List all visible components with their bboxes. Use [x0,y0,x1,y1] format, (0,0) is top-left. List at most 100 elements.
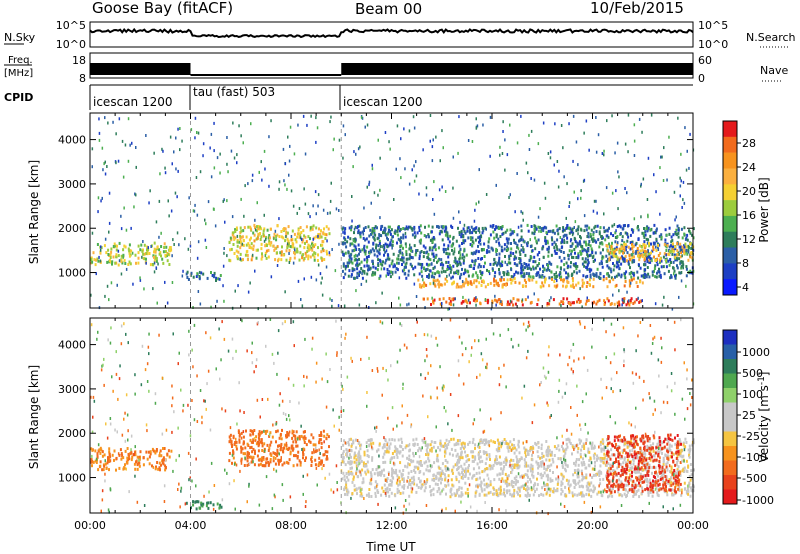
scatter-cell [366,123,369,127]
data-cell [305,254,308,258]
data-cell [626,494,628,497]
data-cell [464,491,467,495]
data-cell [442,263,445,267]
data-cell [342,471,345,475]
data-cell [440,481,442,485]
data-cell [670,261,672,264]
data-cell [362,227,365,231]
data-cell [570,230,573,234]
data-cell [563,228,566,232]
data-cell [103,244,106,248]
data-cell [526,480,529,484]
data-cell [670,274,673,278]
data-cell [515,270,517,274]
data-cell [550,236,553,240]
data-cell [626,239,629,243]
data-cell [498,259,500,263]
data-cell [637,250,640,254]
data-cell [371,456,374,460]
data-cell [274,462,277,466]
data-cell [556,482,559,486]
data-cell [646,473,648,477]
scatter-cell [408,182,411,186]
scatter-cell [452,237,454,241]
data-cell [370,438,373,442]
data-cell [315,226,318,230]
scatter-cell [466,226,469,230]
data-cell [549,477,552,481]
data-cell [504,255,506,258]
data-cell [623,458,626,462]
data-cell [679,473,682,477]
data-cell [631,466,634,470]
data-cell [689,494,692,498]
data-cell [652,248,655,251]
data-cell [545,458,548,462]
data-cell [590,247,593,251]
scatter-cell [654,245,657,249]
data-cell [619,493,622,497]
data-cell [511,443,514,447]
data-cell [326,252,328,256]
data-cell [643,227,645,230]
data-cell [573,493,576,497]
scatter-cell [539,207,541,211]
data-cell [523,262,526,265]
data-cell [239,226,242,230]
scatter-cell [161,147,163,151]
data-cell [438,487,441,491]
data-cell [677,252,680,256]
data-cell [539,267,541,271]
data-cell [555,275,558,278]
data-cell [479,239,481,242]
data-cell [421,463,423,467]
data-cell [492,230,495,234]
scatter-cell [640,215,642,219]
data-cell [484,438,486,442]
data-cell [406,227,409,231]
scatter-cell [579,287,581,291]
scatter-cell [389,147,391,151]
data-cell [218,506,221,510]
data-cell [626,251,629,255]
data-cell [660,233,663,237]
data-cell [655,227,658,231]
data-cell [377,244,380,248]
scatter-cell [169,135,172,139]
scatter-cell [408,302,410,306]
data-cell [365,493,368,497]
data-cell [267,463,270,467]
data-cell [416,460,419,464]
data-cell [477,265,480,269]
data-cell [496,263,498,267]
scatter-cell [527,171,529,175]
data-cell [358,456,361,460]
data-cell [445,300,448,304]
scatter-cell [265,237,267,241]
ytick-label: 4000 [58,134,86,147]
data-cell [281,428,283,432]
scatter-cell [549,156,552,160]
scatter-cell [494,294,496,298]
data-cell [524,493,527,497]
data-cell [444,476,447,480]
data-cell [577,481,580,485]
scatter-cell [366,185,368,189]
scatter-cell [679,184,682,188]
data-cell [551,277,553,281]
data-cell [116,244,118,248]
data-cell [450,267,453,271]
data-cell [490,246,493,250]
data-cell [471,236,474,240]
data-cell [379,274,382,278]
scatter-cell [98,131,101,135]
scatter-cell [164,166,166,170]
data-cell [624,243,627,247]
data-cell [682,263,685,267]
data-cell [470,282,473,286]
scatter-cell [344,229,346,233]
data-cell [386,268,389,271]
scatter-cell [555,271,557,275]
data-cell [574,262,577,266]
data-cell [678,488,681,492]
